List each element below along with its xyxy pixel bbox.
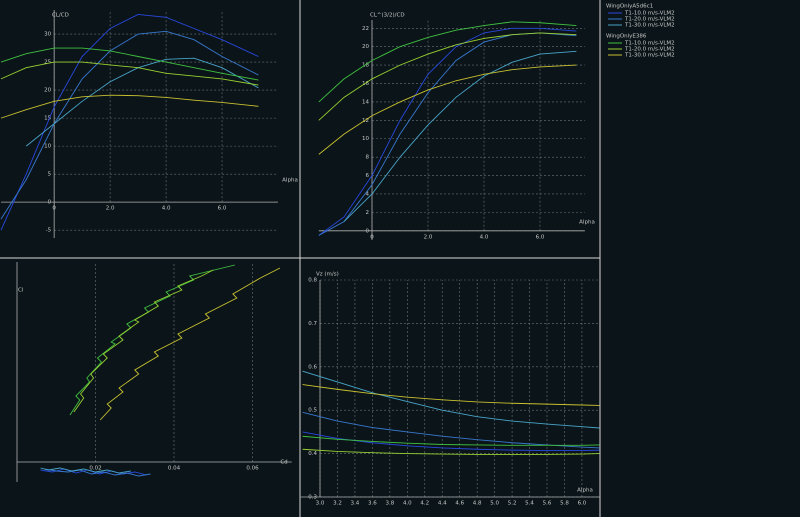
y-tick-label: 20 xyxy=(362,44,369,50)
x-tick-label: 2.0 xyxy=(424,234,433,240)
x-tick-label: 4.8 xyxy=(473,501,482,507)
y-tick-label: 15 xyxy=(44,116,51,122)
y-tick-label: 0.8 xyxy=(308,278,317,284)
y-tick-label: 18 xyxy=(362,63,369,69)
legend-entry: T1-10.0 m/s-VLM2 xyxy=(624,41,675,47)
y-tick-label: 2 xyxy=(366,210,370,216)
series-line xyxy=(318,64,577,155)
y-tick-label: 10 xyxy=(44,144,51,150)
series-line xyxy=(302,411,600,449)
y-tick-label: 12 xyxy=(362,118,369,124)
x-tick-label: 4.0 xyxy=(162,206,171,212)
y-tick-label: 10 xyxy=(362,136,369,142)
x-tick-label: 5.0 xyxy=(490,501,499,507)
series-line xyxy=(318,32,577,121)
legend-entry: T1-30.0 m/s-VLM2 xyxy=(624,53,675,59)
x-tick-label: 4.2 xyxy=(420,501,429,507)
legend-entry: T1-20.0 m/s-VLM2 xyxy=(624,17,675,23)
legend-group-title: WingOnlyA5d6c1 xyxy=(606,4,653,10)
legend-group-title: WingOnlyE386 xyxy=(606,34,647,40)
y-tick-label: 0.3 xyxy=(308,495,317,501)
x-tick-label: 6.0 xyxy=(218,206,227,212)
legend-entry: T1-30.0 m/s-VLM2 xyxy=(624,23,675,29)
series-line xyxy=(0,94,259,119)
series-line xyxy=(302,370,600,429)
x-tick-label: 6.0 xyxy=(578,501,587,507)
x-tick-label: 3.4 xyxy=(351,501,360,507)
y-axis-title: Vz (m/s) xyxy=(316,272,339,278)
series-line xyxy=(302,431,600,452)
series-line xyxy=(40,468,147,476)
series-line xyxy=(318,27,577,236)
x-tick-label: 0.06 xyxy=(246,466,259,472)
legend-entry: T1-10.0 m/s-VLM2 xyxy=(624,11,675,17)
y-axis-title: CL/CD xyxy=(52,13,69,19)
series-line xyxy=(318,21,577,103)
y-tick-label: 4 xyxy=(366,191,370,197)
series-line xyxy=(69,264,235,416)
series-line xyxy=(0,47,259,81)
y-tick-label: -5 xyxy=(46,228,52,234)
y-tick-label: 5 xyxy=(48,172,52,178)
y-tick-label: 20 xyxy=(44,88,51,94)
y-tick-label: 6 xyxy=(366,173,370,179)
x-tick-label: 0.04 xyxy=(168,466,181,472)
x-tick-label: 4.4 xyxy=(438,501,447,507)
series-line xyxy=(0,30,259,220)
series-line xyxy=(40,467,131,474)
y-tick-label: 0 xyxy=(48,200,52,206)
series-line xyxy=(99,267,281,421)
x-tick-label: 0.02 xyxy=(89,466,101,472)
y-tick-label: 0.7 xyxy=(308,321,317,327)
y-tick-label: 0 xyxy=(366,228,370,234)
x-tick-label: 3.2 xyxy=(333,501,342,507)
series-line xyxy=(318,32,577,236)
x-axis-title: Alpha xyxy=(282,178,298,184)
y-tick-label: 30 xyxy=(44,32,51,38)
series-line xyxy=(302,448,600,455)
x-tick-label: 6.0 xyxy=(536,234,545,240)
x-tick-label: 2.0 xyxy=(106,206,115,212)
y-tick-label: 0.4 xyxy=(308,451,317,457)
series-line xyxy=(0,61,259,86)
legend-entry: T1-20.0 m/s-VLM2 xyxy=(624,47,675,53)
y-axis-title: CL^(3/2)/CD xyxy=(370,13,405,19)
series-line xyxy=(73,269,214,413)
x-tick-label: 5.4 xyxy=(525,501,534,507)
x-tick-label: 4.6 xyxy=(455,501,464,507)
series-line xyxy=(44,468,151,477)
x-axis-title: Alpha xyxy=(577,488,593,494)
x-axis-title: Cd xyxy=(280,460,287,466)
x-axis-title: Alpha xyxy=(579,220,595,226)
y-axis-title: Cl xyxy=(18,288,24,294)
x-tick-label: 3.6 xyxy=(368,501,377,507)
y-tick-label: 22 xyxy=(362,26,369,32)
x-tick-label: 4.0 xyxy=(403,501,412,507)
x-tick-label: 5.8 xyxy=(560,501,569,507)
series-line xyxy=(302,435,600,446)
y-tick-label: 16 xyxy=(362,81,369,87)
y-tick-label: 25 xyxy=(44,60,51,66)
series-line xyxy=(343,50,577,222)
series-line xyxy=(0,14,259,231)
y-tick-label: 0.6 xyxy=(308,364,317,370)
x-tick-label: 5.2 xyxy=(508,501,517,507)
x-tick-label: 3.0 xyxy=(316,501,325,507)
x-tick-label: 4.0 xyxy=(480,234,489,240)
series-line xyxy=(302,384,600,406)
y-tick-label: 14 xyxy=(362,99,369,105)
y-tick-label: 8 xyxy=(366,155,370,161)
x-tick-label: 5.6 xyxy=(543,501,552,507)
x-tick-label: 3.8 xyxy=(385,501,394,507)
y-tick-label: 0.5 xyxy=(308,408,317,414)
